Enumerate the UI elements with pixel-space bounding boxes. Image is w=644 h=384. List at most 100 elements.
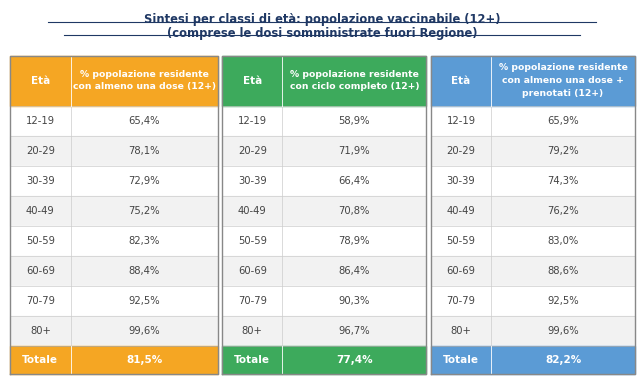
Bar	[491, 226, 635, 256]
Text: (comprese le dosi somministrate fuori Regione): (comprese le dosi somministrate fuori Re…	[167, 27, 477, 40]
Text: 70-79: 70-79	[26, 296, 55, 306]
Bar	[71, 286, 218, 316]
Text: Totale: Totale	[443, 355, 479, 365]
Text: 12-19: 12-19	[26, 116, 55, 126]
Text: 12-19: 12-19	[446, 116, 475, 126]
Text: 50-59: 50-59	[238, 236, 267, 246]
Text: 96,7%: 96,7%	[339, 326, 370, 336]
Text: 88,6%: 88,6%	[547, 266, 579, 276]
Text: 88,4%: 88,4%	[129, 266, 160, 276]
Text: % popolazione residente: % popolazione residente	[80, 70, 209, 79]
Bar	[71, 166, 218, 195]
Text: 78,1%: 78,1%	[129, 146, 160, 156]
Text: 60-69: 60-69	[238, 266, 267, 276]
Text: % popolazione residente: % popolazione residente	[498, 63, 627, 73]
Text: 40-49: 40-49	[238, 205, 267, 215]
Text: 79,2%: 79,2%	[547, 146, 579, 156]
Text: 30-39: 30-39	[238, 175, 267, 185]
Bar	[222, 256, 283, 286]
Text: 75,2%: 75,2%	[129, 205, 160, 215]
Text: 72,9%: 72,9%	[129, 175, 160, 185]
Bar	[283, 56, 426, 106]
Bar	[71, 195, 218, 226]
Bar	[431, 256, 491, 286]
Bar	[71, 136, 218, 166]
Text: 40-49: 40-49	[26, 205, 55, 215]
Bar	[431, 106, 491, 136]
Bar	[491, 316, 635, 346]
Text: 80+: 80+	[242, 326, 263, 336]
Bar	[283, 346, 426, 374]
Bar	[10, 166, 71, 195]
Text: 74,3%: 74,3%	[547, 175, 579, 185]
Bar	[491, 106, 635, 136]
Bar	[431, 166, 491, 195]
Text: 65,9%: 65,9%	[547, 116, 579, 126]
Bar	[222, 56, 283, 106]
Text: 92,5%: 92,5%	[547, 296, 579, 306]
Bar	[283, 286, 426, 316]
Bar	[71, 56, 218, 106]
Bar	[283, 316, 426, 346]
Text: 90,3%: 90,3%	[339, 296, 370, 306]
Bar	[10, 56, 71, 106]
Text: 99,6%: 99,6%	[129, 326, 160, 336]
Bar	[491, 195, 635, 226]
Text: 50-59: 50-59	[446, 236, 475, 246]
Text: 30-39: 30-39	[26, 175, 55, 185]
Text: 58,9%: 58,9%	[339, 116, 370, 126]
Text: Totale: Totale	[234, 355, 270, 365]
Text: 78,9%: 78,9%	[339, 236, 370, 246]
Bar	[283, 136, 426, 166]
Bar	[10, 316, 71, 346]
Bar	[431, 226, 491, 256]
Text: 71,9%: 71,9%	[339, 146, 370, 156]
Bar	[283, 226, 426, 256]
Text: Età: Età	[243, 76, 262, 86]
Text: 81,5%: 81,5%	[126, 355, 162, 365]
Bar	[491, 136, 635, 166]
Text: Età: Età	[31, 76, 50, 86]
Bar	[222, 226, 283, 256]
Text: 65,4%: 65,4%	[129, 116, 160, 126]
Bar	[71, 256, 218, 286]
Text: 70-79: 70-79	[238, 296, 267, 306]
Bar	[283, 166, 426, 195]
Text: con almeno una dose (12+): con almeno una dose (12+)	[73, 83, 216, 91]
Bar	[10, 346, 71, 374]
Bar	[10, 136, 71, 166]
Bar	[431, 56, 491, 106]
Text: 77,4%: 77,4%	[336, 355, 373, 365]
Bar	[222, 346, 283, 374]
Bar	[491, 56, 635, 106]
Text: 86,4%: 86,4%	[339, 266, 370, 276]
Text: 30-39: 30-39	[446, 175, 475, 185]
Bar	[10, 256, 71, 286]
Bar	[10, 195, 71, 226]
Bar	[222, 316, 283, 346]
Text: 20-29: 20-29	[446, 146, 475, 156]
Bar	[431, 316, 491, 346]
Text: 20-29: 20-29	[26, 146, 55, 156]
Bar	[222, 106, 283, 136]
Text: Totale: Totale	[23, 355, 59, 365]
Bar	[431, 195, 491, 226]
Text: 12-19: 12-19	[238, 116, 267, 126]
Bar	[283, 195, 426, 226]
Bar	[222, 136, 283, 166]
Text: 66,4%: 66,4%	[339, 175, 370, 185]
Text: 82,2%: 82,2%	[545, 355, 581, 365]
Text: 50-59: 50-59	[26, 236, 55, 246]
Text: 80+: 80+	[451, 326, 471, 336]
Text: 83,0%: 83,0%	[547, 236, 579, 246]
Text: 40-49: 40-49	[446, 205, 475, 215]
Bar	[10, 106, 71, 136]
Bar	[71, 226, 218, 256]
Bar	[491, 256, 635, 286]
Bar	[222, 166, 283, 195]
Text: 82,3%: 82,3%	[129, 236, 160, 246]
Text: 99,6%: 99,6%	[547, 326, 579, 336]
Text: 60-69: 60-69	[26, 266, 55, 276]
Text: 20-29: 20-29	[238, 146, 267, 156]
Text: 70-79: 70-79	[446, 296, 475, 306]
